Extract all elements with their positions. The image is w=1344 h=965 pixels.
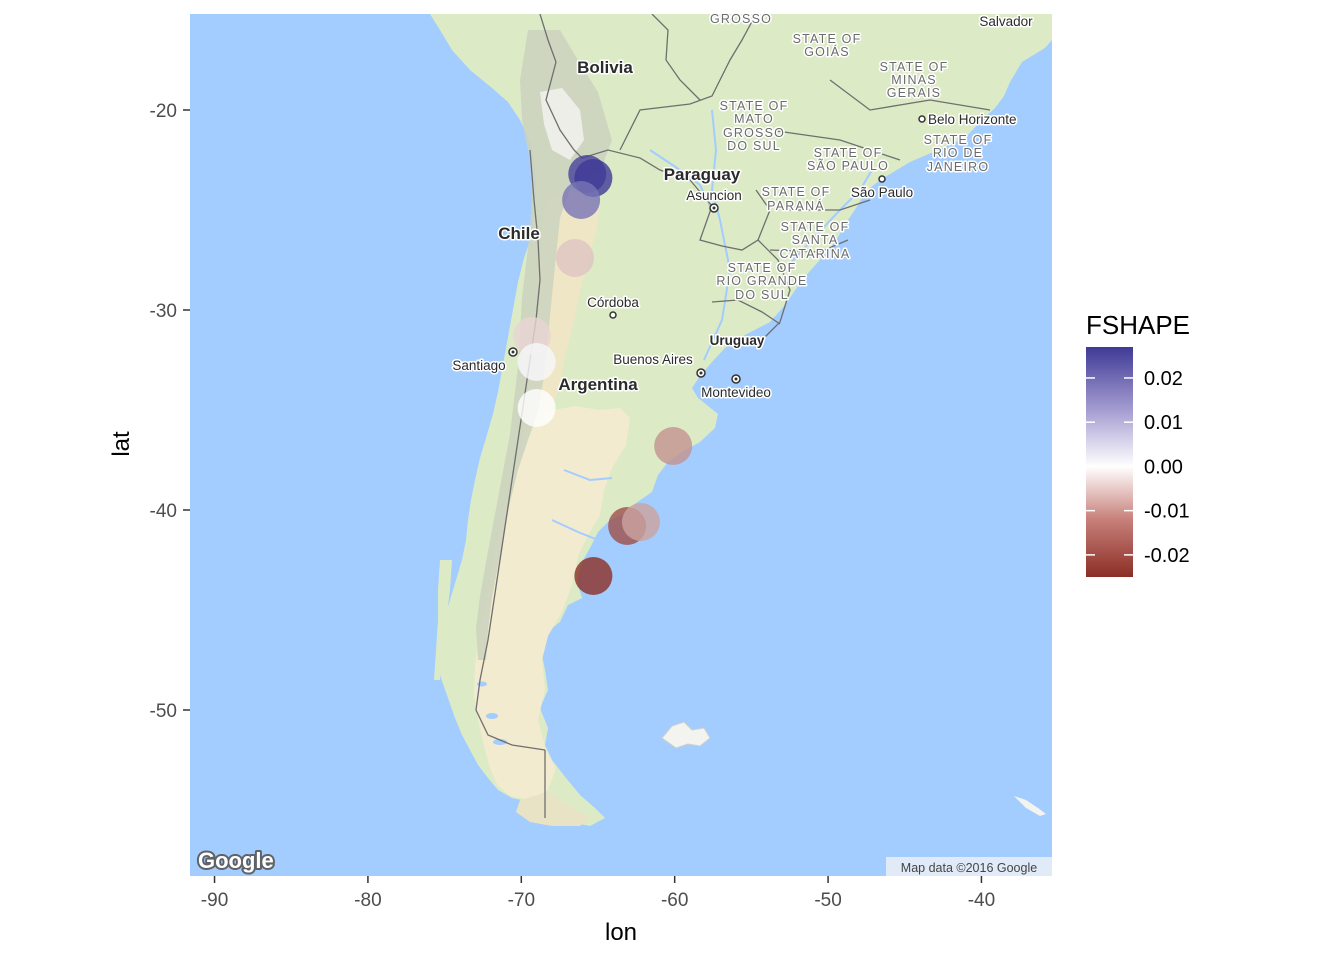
state-label: CATARINA — [780, 247, 851, 261]
state-label: STATE OF — [814, 146, 883, 160]
state-label: RIO DE — [933, 146, 983, 160]
country-label-uruguay: Uruguay — [710, 333, 765, 348]
state-label: STATE OF — [762, 185, 831, 199]
legend-tick-label: -0.02 — [1144, 545, 1190, 567]
x-tick-label: -60 — [661, 890, 688, 911]
data-point[interactable] — [574, 557, 613, 595]
country-label-argentina: Argentina — [558, 375, 638, 394]
state-label: GROSSO — [723, 126, 785, 140]
x-tick-label: -70 — [508, 890, 535, 911]
google-logo: Google — [198, 848, 274, 873]
legend-tick-label: 0.00 — [1144, 456, 1183, 478]
legend: FSHAPE 0.02 0.01 0.00 -0.01 -0.02 — [1086, 310, 1190, 577]
city-marker-dots — [511, 206, 738, 381]
y-axis-title: lat — [108, 431, 135, 457]
country-label-paraguay: Paraguay — [664, 165, 741, 184]
state-label: GOIÁS — [804, 44, 850, 59]
x-tick-label: -80 — [354, 890, 381, 911]
y-tick-label: -50 — [150, 701, 177, 722]
state-label: STATE OF — [880, 60, 949, 74]
state-label: MATO — [734, 112, 774, 126]
legend-tick-label: 0.01 — [1144, 412, 1183, 434]
x-axis-title: lon — [605, 919, 637, 946]
state-label: DO SUL — [727, 139, 781, 153]
state-label: DO SUL — [735, 288, 789, 302]
y-axis: -20 -30 -40 -50 — [150, 101, 190, 722]
lake — [477, 681, 487, 687]
state-label: PARANÁ — [767, 198, 825, 213]
city-label-sao-paulo: São Paulo — [851, 185, 913, 200]
city-marker — [918, 115, 926, 123]
data-point[interactable] — [517, 343, 556, 381]
data-point[interactable] — [562, 181, 601, 219]
legend-ticks: 0.02 0.01 0.00 -0.01 -0.02 — [1086, 368, 1190, 567]
state-label: GERAIS — [887, 86, 941, 100]
state-label: STATE OF — [781, 220, 850, 234]
south-georgia — [1014, 796, 1046, 816]
y-tick-label: -20 — [150, 101, 177, 122]
state-label: STATE OF — [924, 133, 993, 147]
city-label-montevideo: Montevideo — [701, 385, 771, 400]
state-label: RIO GRANDE — [716, 274, 807, 288]
tierra-del-fuego — [516, 792, 590, 826]
chilean-archipelago — [434, 560, 452, 680]
legend-tick-label: 0.02 — [1144, 368, 1183, 390]
altiplano-salt — [540, 88, 584, 160]
x-tick-label: -40 — [968, 890, 995, 911]
state-label: STATE OF — [720, 99, 789, 113]
y-tick-label: -30 — [150, 301, 177, 322]
lake — [486, 713, 498, 719]
city-label-buenos-aires: Buenos Aires — [613, 352, 693, 367]
x-tick-label: -90 — [201, 890, 228, 911]
attribution-box — [886, 857, 1052, 876]
legend-title: FSHAPE — [1086, 310, 1190, 340]
patagonia-steppe — [474, 406, 630, 800]
map-panel[interactable]: Bolivia Paraguay Chile Argentina Uruguay… — [190, 12, 1052, 876]
city-label-salvador: Salvador — [979, 14, 1033, 29]
falkland-islands — [661, 721, 711, 749]
state-label: SANTA — [792, 233, 839, 247]
state-labels: GROSSO STATE OF GOIÁS STATE OF MINAS GER… — [708, 12, 993, 304]
country-borders — [475, 14, 991, 818]
city-label-santiago: Santiago — [452, 358, 505, 373]
city-label-asuncion: Asuncion — [686, 188, 742, 203]
state-label: JANEIRO — [927, 160, 990, 174]
state-label: STATE OF — [793, 32, 862, 46]
data-point[interactable] — [517, 389, 556, 427]
state-label: GROSSO — [710, 12, 772, 26]
state-label: STATE OF — [728, 261, 797, 275]
city-marker — [609, 311, 617, 319]
data-point[interactable] — [654, 427, 693, 465]
state-label: MINAS — [891, 73, 937, 87]
x-axis: -90 -80 -70 -60 -50 -40 — [201, 876, 995, 911]
country-label-chile: Chile — [498, 224, 540, 243]
y-tick-label: -40 — [150, 501, 177, 522]
legend-tick-label: -0.01 — [1144, 501, 1190, 523]
data-point[interactable] — [555, 239, 594, 277]
data-points — [513, 155, 693, 595]
state-label: SÃO PAULO — [807, 159, 889, 173]
lake — [493, 739, 507, 745]
city-label-cordoba: Córdoba — [587, 295, 639, 310]
data-point[interactable] — [621, 503, 660, 541]
city-marker — [878, 175, 886, 183]
country-label-bolivia: Bolivia — [577, 58, 633, 77]
city-label-belo-horizonte: Belo Horizonte — [928, 112, 1017, 127]
map-attribution[interactable]: Map data ©2016 Google — [901, 861, 1037, 875]
x-tick-label: -50 — [814, 890, 841, 911]
legend-colorbar — [1086, 347, 1133, 577]
